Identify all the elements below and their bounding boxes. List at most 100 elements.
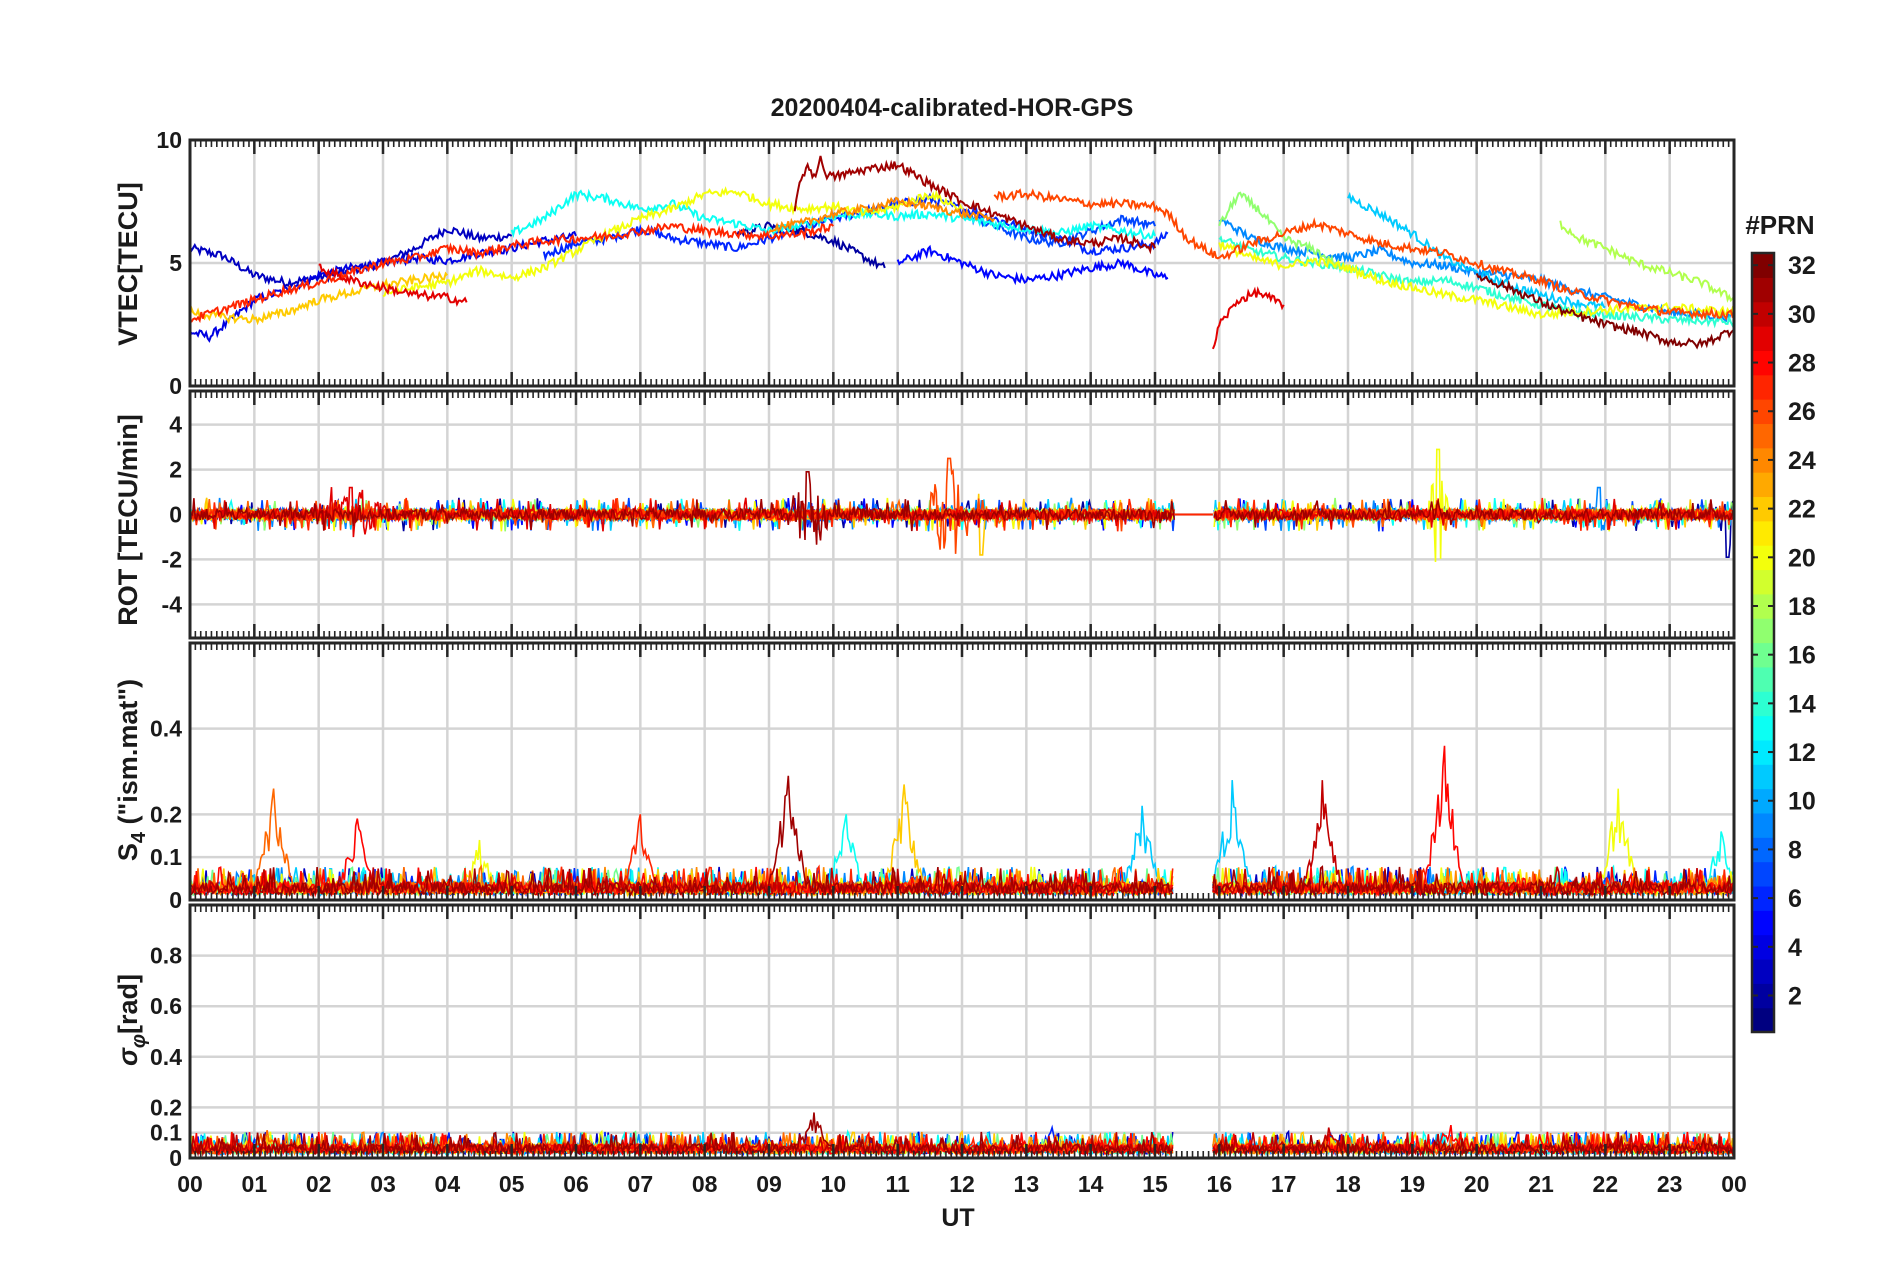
- x-tick-label: 16: [1207, 1171, 1233, 1197]
- colorbar-tick-label: 16: [1788, 642, 1816, 670]
- colorbar-segment: [1752, 593, 1774, 619]
- sigma-phi-series-prn-31: [190, 1112, 1174, 1157]
- series-group: [190, 745, 1734, 899]
- colorbar-segment: [1752, 691, 1774, 717]
- colorbar-segment: [1752, 301, 1774, 327]
- x-tick-label: 00: [1721, 1171, 1747, 1197]
- colorbar-tick-label: 14: [1788, 690, 1816, 718]
- x-tick-label: 00: [177, 1171, 203, 1197]
- x-tick-label: 15: [1142, 1171, 1168, 1197]
- x-tick-label: 11: [886, 1171, 911, 1197]
- y-tick-label: 0.6: [150, 993, 182, 1019]
- colorbar-segment: [1752, 1007, 1774, 1033]
- x-tick-label: 05: [499, 1171, 525, 1197]
- colorbar-segment: [1752, 812, 1774, 838]
- rot-panel: 4 2 0 -2 -4: [162, 389, 1736, 640]
- vtec-series-prn-32: [1475, 272, 1734, 350]
- y-tick-label: 0.4: [150, 1044, 182, 1070]
- x-tick-label: 09: [756, 1171, 782, 1197]
- figure-title: 20200404-calibrated-HOR-GPS: [771, 94, 1134, 122]
- colorbar-segment: [1752, 837, 1774, 863]
- y-tick-label: 0.8: [150, 943, 182, 969]
- colorbar-segment: [1752, 958, 1774, 984]
- y-tick-label: -2: [162, 546, 182, 572]
- colorbar-segment: [1752, 764, 1774, 790]
- x-tick-label: 19: [1400, 1171, 1426, 1197]
- s4-series-prn-31: [190, 775, 1174, 898]
- colorbar-tick-label: 32: [1788, 252, 1816, 280]
- vtec-series-prn-24: [768, 195, 996, 234]
- y-tick-label: -4: [162, 591, 183, 617]
- vtec-series-prn-20: [382, 186, 963, 298]
- colorbar-segment: [1752, 715, 1774, 741]
- x-tick-label: 10: [821, 1171, 847, 1197]
- rot-series-prn-31: [1213, 498, 1734, 528]
- x-tick-label: 17: [1271, 1171, 1297, 1197]
- axes-frame: [188, 641, 1736, 902]
- vtec-series-prn-14: [1218, 235, 1734, 329]
- y-tick-label: 0: [169, 887, 182, 913]
- colorbar-segment: [1752, 666, 1774, 692]
- sigma-phi-series-prn-30: [1212, 1127, 1734, 1157]
- y-tick-label: 0: [169, 502, 182, 528]
- y-tick-label: 5: [169, 250, 182, 276]
- colorbar-segment: [1752, 569, 1774, 595]
- colorbar-label: #PRN: [1745, 210, 1814, 240]
- x-tick-labels: 00 01 02 03 04 05 06 07 08 09 10 11 12 13 14 15 16 17 18 19…: [177, 1171, 1747, 1197]
- rot-ylabel: ROT [TECU/min]: [113, 414, 143, 625]
- axes-frame: [188, 138, 1736, 388]
- vtec-series-prn-29: [318, 263, 468, 307]
- y-tick-label: 10: [156, 127, 182, 153]
- colorbar-segment: [1752, 350, 1774, 376]
- y-tick-label: 2: [169, 457, 182, 483]
- y-tick-label: 0: [169, 373, 182, 399]
- colorbar-segment: [1752, 788, 1774, 814]
- colorbar-segment: [1752, 885, 1774, 911]
- vtec-series-prn-22: [190, 270, 449, 326]
- colorbar-segment: [1752, 934, 1774, 960]
- x-axis-label: UT: [941, 1204, 974, 1232]
- colorbar-segment: [1752, 983, 1774, 1009]
- colorbar-segment: [1752, 277, 1774, 303]
- axes-frame: [188, 903, 1736, 1160]
- x-tick-label: 04: [435, 1171, 461, 1197]
- colorbar-segment: [1752, 520, 1774, 546]
- colorbar-segment: [1752, 423, 1774, 449]
- s4-ylabel: S4 ("ism.mat"): [113, 679, 150, 861]
- colorbar-tick-label: 6: [1788, 885, 1802, 913]
- x-tick-label: 20: [1464, 1171, 1490, 1197]
- rot-series-prn-31: [190, 470, 1176, 545]
- sigma-phi-ylabel: σφ[rad]: [113, 974, 150, 1066]
- y-tick-label: 0.4: [150, 716, 182, 742]
- colorbar-tick-label: 28: [1788, 350, 1816, 378]
- colorbar-segment: [1752, 496, 1774, 522]
- x-tick-label: 02: [306, 1171, 332, 1197]
- y-tick-label: 4: [169, 412, 182, 438]
- vtec-series-prn-31: [793, 155, 1156, 255]
- series-group: [190, 155, 1734, 350]
- vtec-series-prn-26: [993, 188, 1734, 321]
- colorbar-tick-label: 4: [1788, 934, 1802, 962]
- y-tick-label: 0.1: [150, 1120, 182, 1146]
- colorbar-segment: [1752, 399, 1774, 425]
- colorbar: 32 30 28 26 24 22 20 18 16 14 12 10 8 6 4 2: [1750, 251, 1816, 1034]
- colorbar-segment: [1752, 374, 1774, 400]
- axes-frame: [188, 389, 1736, 640]
- y-tick-label: 0.1: [150, 844, 182, 870]
- colorbar-segment: [1752, 326, 1774, 351]
- s4-panel: 0.4 0.2 0.1 0: [150, 641, 1736, 913]
- colorbar-segment: [1752, 861, 1774, 887]
- colorbar-tick-label: 18: [1788, 593, 1816, 621]
- colorbar-segment: [1752, 472, 1774, 498]
- vtec-series-prn-11: [1347, 191, 1606, 312]
- x-tick-label: 03: [370, 1171, 396, 1197]
- x-tick-label: 21: [1528, 1171, 1554, 1197]
- colorbar-tick-label: 2: [1788, 982, 1802, 1010]
- vtec-series-prn-18: [1559, 220, 1734, 303]
- colorbar-frame: [1750, 251, 1776, 1034]
- x-tick-label: 13: [1014, 1171, 1040, 1197]
- colorbar-tick-label: 8: [1788, 836, 1802, 864]
- vtec-ylabel: VTEC[TECU]: [113, 182, 143, 346]
- s4-series-prn-28: [190, 818, 1174, 898]
